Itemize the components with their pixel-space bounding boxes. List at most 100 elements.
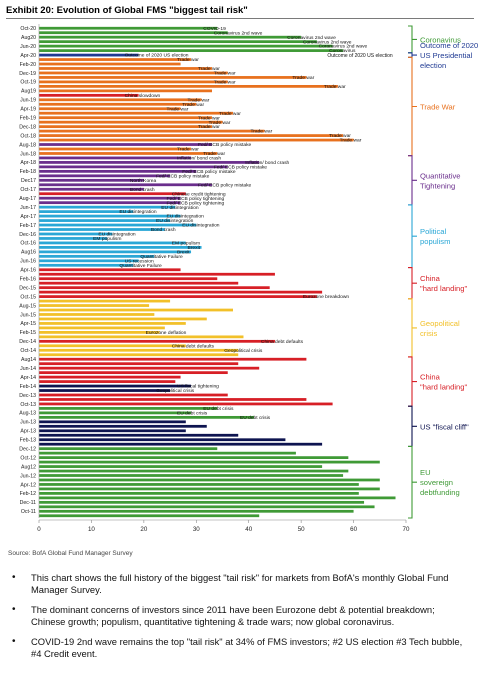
legend-bracket: [408, 52, 417, 58]
legend-label: Political: [420, 227, 446, 236]
bar-label: COVID-19: [203, 26, 226, 32]
bar-label: Fed/ ECB policy mistake: [214, 164, 268, 170]
bar: [39, 487, 380, 491]
legend-bracket: [408, 25, 417, 54]
y-tick-label: Oct-13: [20, 402, 36, 408]
y-tick-label: Oct-11: [21, 509, 36, 515]
legend-label: debtfunding: [420, 488, 460, 497]
bar: [39, 357, 307, 361]
bar: [39, 259, 139, 263]
x-tick-label: 20: [140, 526, 147, 533]
y-tick-label: Dec-12: [19, 446, 36, 452]
bar: [39, 214, 181, 218]
bar: [39, 53, 139, 57]
bar: [39, 433, 239, 437]
bar-label: China slowdown: [125, 93, 161, 99]
legend-label: election: [420, 61, 446, 70]
bar: [39, 429, 186, 433]
bar: [39, 125, 213, 129]
exhibit-title: Exhibit 20: Evolution of Global FMS "big…: [6, 5, 248, 16]
bar-label: EU disintegration: [98, 232, 136, 238]
y-tick-label: Jun-19: [20, 98, 36, 104]
bar: [39, 389, 171, 392]
bar: [39, 192, 186, 196]
bar-label: Fed/ ECB policy mistake: [156, 173, 210, 179]
bar: [39, 348, 239, 352]
bar-label: Outcome of 2020 US election: [125, 53, 189, 59]
bar: [39, 313, 155, 316]
bar: [39, 451, 296, 455]
bar: [39, 67, 213, 70]
bar: [39, 465, 323, 468]
bar: [39, 116, 213, 120]
bar-label: Coronavirus 2nd wave: [303, 39, 352, 45]
x-tick-label: 50: [298, 526, 305, 533]
y-tick-label: Feb-13: [20, 438, 37, 444]
bar-label: Trade war: [250, 129, 272, 135]
bar: [39, 474, 344, 477]
bar-label: Bond crash: [151, 227, 176, 233]
y-tick-label: Jun-18: [20, 151, 36, 157]
annotation: Outcome of 2020 US election: [327, 53, 393, 59]
bar-label: Coronavirus 2nd wave: [319, 44, 368, 50]
bar: [39, 277, 218, 281]
bar: [39, 147, 192, 151]
bar: [39, 492, 359, 495]
y-tick-label: Feb-16: [20, 277, 37, 283]
bar-label: Trade war: [324, 84, 346, 90]
bar: [39, 219, 171, 222]
y-tick-label: Jun-12: [20, 473, 36, 479]
bar: [39, 263, 134, 267]
bar: [39, 393, 228, 397]
bar-label: Chinese credit tightening: [172, 191, 226, 197]
bar-label: Quantitative Failure: [119, 263, 162, 269]
bar-label: Fed/ ECB policy tightening: [167, 196, 225, 202]
bar: [39, 505, 375, 509]
y-tick-label: Feb-17: [20, 223, 37, 229]
bar: [39, 201, 181, 205]
legend-label: US "fiscal cliff": [420, 422, 469, 431]
y-tick-label: Jun-14: [20, 366, 36, 372]
bar: [39, 120, 223, 124]
legend-label: populism: [420, 237, 450, 246]
bar: [39, 62, 181, 66]
legend-label: sovereign: [420, 478, 453, 487]
bar: [39, 442, 323, 446]
y-tick-label: Feb-20: [20, 62, 37, 68]
y-tick-label: Dec-14: [19, 339, 36, 345]
bar-label: Inflation/ bond crash: [245, 160, 289, 166]
y-tick-label: Oct-14: [20, 348, 36, 354]
bar: [39, 102, 197, 106]
bar: [39, 58, 192, 61]
x-tick-label: 60: [350, 526, 357, 533]
bar: [39, 331, 160, 334]
bar: [39, 415, 254, 419]
y-tick-label: Apr-17: [20, 214, 36, 220]
y-tick-label: Apr-12: [20, 482, 36, 488]
bar-label: EM populism: [172, 241, 200, 247]
legend-label: "hard landing": [420, 284, 467, 293]
x-tick-label: 0: [37, 526, 41, 533]
bar: [39, 371, 228, 375]
bar-label: Fed/ ECB policy mistake: [198, 182, 252, 188]
bar: [39, 26, 218, 30]
bar: [39, 71, 228, 75]
bar-label: Eurozone deflation: [146, 330, 187, 336]
legend-bracket: [408, 204, 417, 269]
y-tick-label: Dec-16: [19, 232, 36, 238]
bar-label: Trade war: [198, 124, 220, 130]
bar: [39, 366, 260, 370]
legend-label: Geopolitical: [420, 319, 460, 328]
legend-bracket: [408, 298, 417, 358]
bar: [39, 250, 192, 254]
bar: [39, 335, 244, 339]
bar: [39, 232, 113, 236]
y-tick-label: Jun-16: [20, 259, 36, 265]
legend-label: China: [420, 274, 441, 283]
y-tick-label: Aug12: [21, 464, 36, 470]
bar-label: Trade war: [203, 151, 225, 157]
x-tick-label: 10: [88, 526, 95, 533]
bar: [39, 246, 202, 249]
legend-bracket: [408, 56, 417, 157]
y-tick-label: Dec-11: [20, 500, 36, 506]
